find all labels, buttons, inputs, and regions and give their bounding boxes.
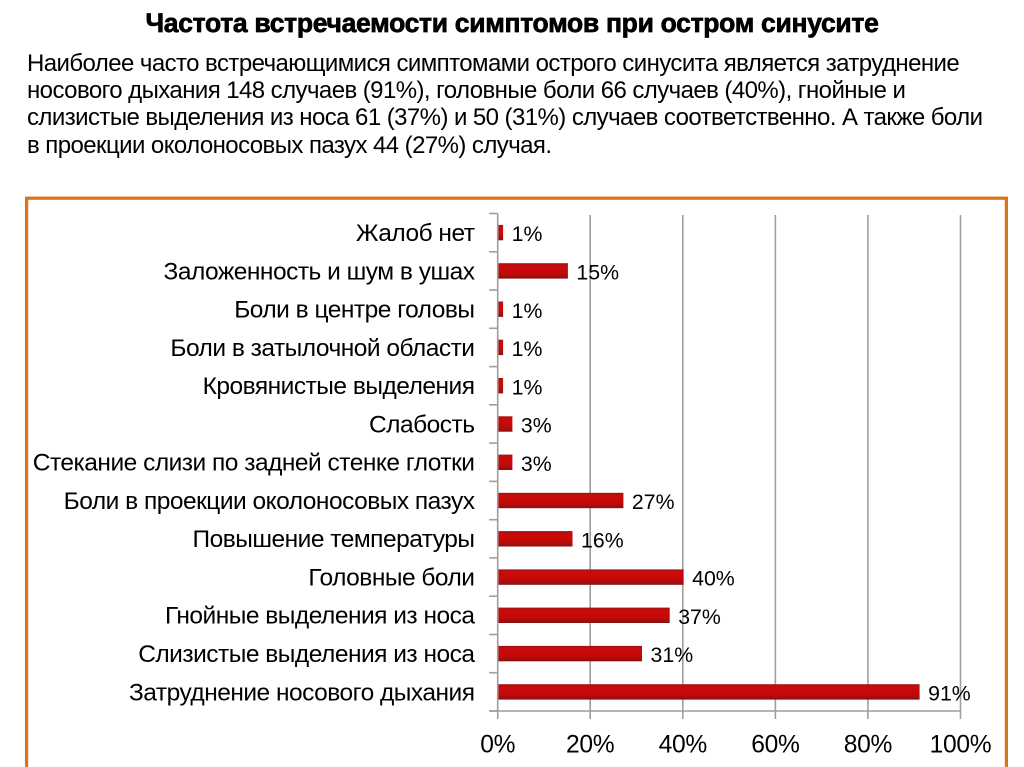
- svg-text:40%: 40%: [659, 732, 707, 759]
- svg-text:1%: 1%: [512, 222, 543, 246]
- svg-text:3%: 3%: [521, 414, 552, 438]
- svg-text:1%: 1%: [512, 337, 543, 361]
- svg-text:20%: 20%: [566, 732, 614, 759]
- svg-text:Боли в затылочной области: Боли в затылочной области: [170, 335, 474, 362]
- svg-text:31%: 31%: [651, 643, 694, 667]
- svg-text:0%: 0%: [480, 732, 515, 759]
- svg-text:Повышение температуры: Повышение температуры: [192, 526, 474, 553]
- svg-text:Заложенность и шум в ушах: Заложенность и шум в ушах: [164, 258, 475, 285]
- svg-text:37%: 37%: [678, 605, 721, 629]
- svg-text:Стекание слизи по задней стенк: Стекание слизи по задней стенке глотки: [33, 450, 475, 477]
- svg-text:Гнойные выделения из носа: Гнойные выделения из носа: [165, 603, 475, 630]
- svg-text:Слизистые выделения из носа: Слизистые выделения из носа: [138, 641, 475, 668]
- svg-text:Боли в проекции околоносовых п: Боли в проекции околоносовых пазух: [64, 488, 475, 515]
- svg-text:60%: 60%: [751, 732, 799, 759]
- svg-text:Жалоб нет: Жалоб нет: [356, 220, 475, 247]
- svg-text:Головные боли: Головные боли: [308, 565, 474, 592]
- svg-text:40%: 40%: [692, 567, 735, 591]
- svg-text:91%: 91%: [928, 682, 971, 706]
- svg-text:15%: 15%: [576, 261, 619, 285]
- svg-text:Слабость: Слабость: [369, 411, 475, 438]
- svg-text:1%: 1%: [512, 299, 543, 323]
- svg-text:Боли в центре головы: Боли в центре головы: [234, 297, 474, 324]
- svg-text:16%: 16%: [581, 528, 624, 552]
- svg-text:3%: 3%: [521, 452, 552, 476]
- svg-text:1%: 1%: [512, 375, 543, 399]
- svg-text:80%: 80%: [844, 732, 892, 759]
- svg-text:Затруднение носового дыхания: Затруднение носового дыхания: [129, 679, 475, 706]
- svg-text:Кровянистые выделения: Кровянистые выделения: [203, 373, 475, 400]
- svg-text:100%: 100%: [930, 732, 992, 759]
- svg-text:27%: 27%: [632, 490, 675, 514]
